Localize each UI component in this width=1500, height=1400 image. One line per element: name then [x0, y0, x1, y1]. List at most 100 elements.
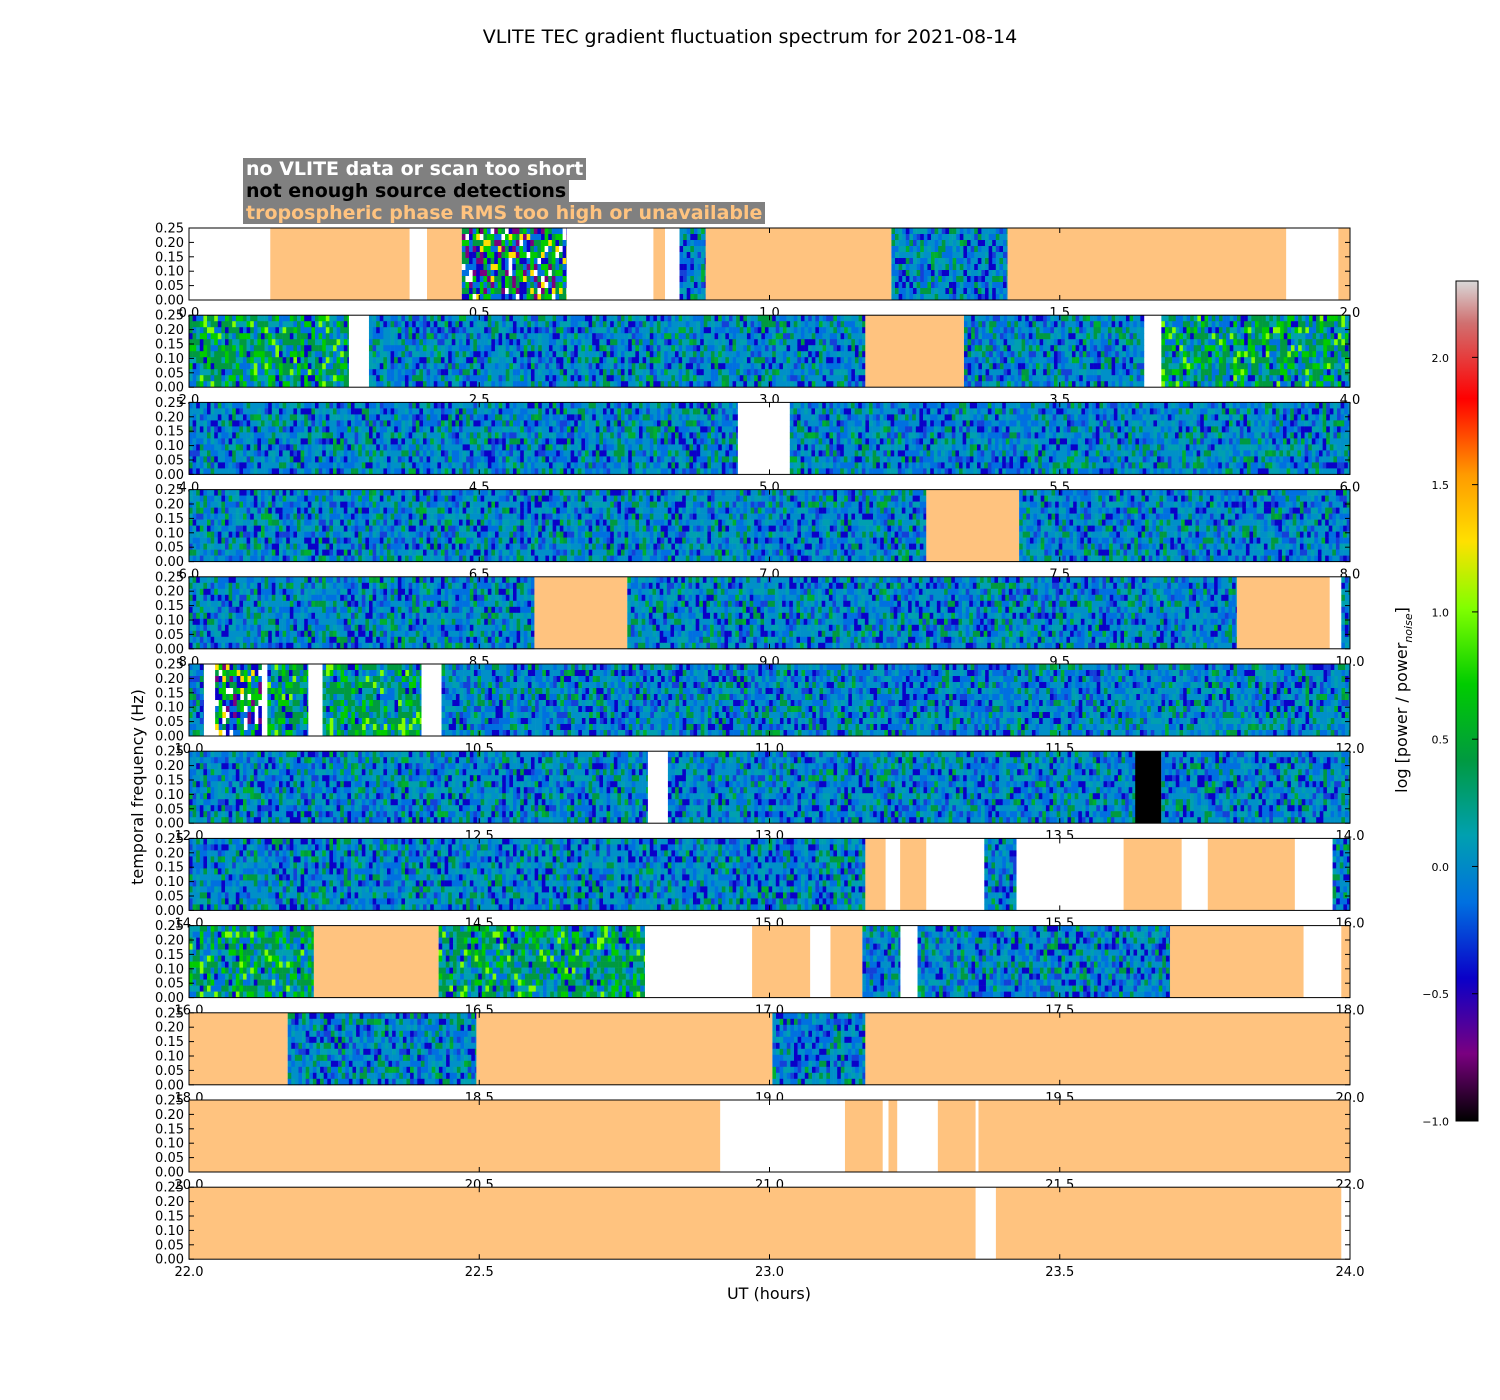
spectrum-cell [1058, 321, 1062, 327]
spectrum-cell [808, 357, 812, 363]
y-tick-label: 0.10 [155, 265, 184, 280]
spectrum-cell [311, 450, 315, 456]
spectrum-cell [337, 327, 341, 333]
spectrum-cell [815, 381, 819, 387]
spectrum-cell [476, 246, 480, 252]
spectrum-cell [383, 351, 387, 357]
spectrum-cell [596, 339, 600, 345]
spectrum-cell [1172, 333, 1176, 339]
spectrum-cell [465, 228, 469, 234]
spectrum-cell [1032, 339, 1036, 345]
spectrum-cell [801, 351, 805, 357]
spectrum-cell [698, 282, 702, 288]
spectrum-cell [1334, 327, 1338, 333]
spectrum-cell [200, 357, 204, 363]
spectrum-cell [1269, 333, 1273, 339]
spectrum-cell [501, 294, 505, 300]
spectrum-cell [1280, 327, 1284, 333]
spectrum-cell [239, 321, 243, 327]
spectrum-cell [1241, 357, 1245, 363]
spectrum-cell [512, 258, 516, 264]
spectrum-cell [751, 381, 755, 387]
spectrum-cell [1112, 357, 1116, 363]
spectrum-cell [229, 402, 233, 408]
spectrum-cell [621, 327, 625, 333]
spectrum-cell [1262, 333, 1266, 339]
spectrum-cell [1169, 315, 1173, 321]
spectrum-cell [1277, 363, 1281, 369]
spectrum-cell [211, 468, 215, 474]
spectrum-cell [751, 315, 755, 321]
spectrum-cell [476, 288, 480, 294]
spectrum-cell [534, 282, 538, 288]
spectrum-cell [254, 345, 258, 351]
spectrum-cell [434, 321, 438, 327]
spectrum-cell [1194, 357, 1198, 363]
spectrum-cell [344, 468, 348, 474]
spectrum-cell [537, 264, 541, 270]
spectrum-cell [265, 408, 269, 414]
spectrum-cell [1161, 351, 1165, 357]
spectrum-cell [340, 381, 344, 387]
spectrum-cell [765, 357, 769, 363]
spectrum-cell [225, 462, 229, 468]
spectrum-cell [1320, 327, 1324, 333]
spectrum-cell [279, 345, 283, 351]
spectrum-cell [1061, 363, 1065, 369]
spectrum-cell [293, 369, 297, 375]
spectrum-cell [1305, 369, 1309, 375]
spectrum-cell [715, 357, 719, 363]
spectrum-cell [315, 345, 319, 351]
spectrum-cell [704, 333, 708, 339]
spectrum-cell [1338, 357, 1342, 363]
spectrum-cell [1295, 333, 1299, 339]
spectrum-cell [207, 468, 211, 474]
spectrum-cell [661, 321, 665, 327]
spectrum-cell [488, 339, 492, 345]
spectrum-cell [481, 315, 485, 321]
spectrum-cell [243, 414, 247, 420]
spectrum-cell [272, 402, 276, 408]
spectrum-cell [293, 444, 297, 450]
spectrum-cell [862, 339, 865, 345]
spectrum-cell [949, 270, 953, 276]
spectrum-cell [257, 432, 261, 438]
spectrum-cell [437, 333, 441, 339]
spectrum-cell [275, 450, 279, 456]
spectrum-cell [1101, 363, 1105, 369]
spectrum-cell [617, 381, 621, 387]
spectrum-cell [650, 381, 654, 387]
spectrum-cell [621, 339, 625, 345]
spectrum-cell [683, 264, 687, 270]
spectrum-cell [459, 363, 463, 369]
spectrum-cell [657, 357, 661, 363]
spectrum-cell [989, 327, 993, 333]
spectrum-cell [465, 294, 469, 300]
spectrum-cell [218, 414, 222, 420]
spectrum-cell [505, 234, 509, 240]
spectrum-cell [805, 351, 809, 357]
spectrum-cell [1212, 375, 1216, 381]
spectrum-cell [229, 369, 233, 375]
spectrum-cell [844, 339, 848, 345]
spectrum-cell [351, 456, 355, 462]
spectrum-cell [214, 381, 218, 387]
spectrum-cell [851, 327, 855, 333]
spectrum-cell [401, 333, 405, 339]
spectrum-cell [596, 327, 600, 333]
spectrum-cell [1331, 357, 1335, 363]
spectrum-cell [661, 345, 665, 351]
spectrum-cell [548, 258, 552, 264]
spectrum-cell [358, 426, 362, 432]
spectrum-cell [537, 240, 541, 246]
spectrum-cell [563, 327, 567, 333]
spectrum-cell [430, 339, 434, 345]
spectrum-cell [1219, 321, 1223, 327]
spectrum-cell [574, 363, 578, 369]
spectrum-cell [487, 282, 491, 288]
spectrum-cell [329, 420, 333, 426]
spectrum-cell [571, 369, 575, 375]
spectrum-cell [211, 375, 215, 381]
spectrum-cell [632, 363, 636, 369]
spectrum-cell [308, 363, 312, 369]
